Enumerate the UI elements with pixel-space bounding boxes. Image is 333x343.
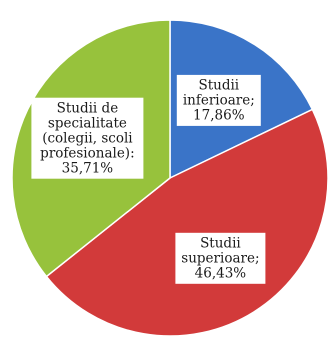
slice-label-line: 35,71% — [62, 160, 114, 176]
slice-label-line: Studii de — [57, 100, 119, 116]
slice-label-box — [176, 74, 261, 126]
slice-label-line: (colegii, scoli — [42, 130, 133, 146]
slice-label-line: inferioare; — [183, 93, 255, 109]
slice-label-line: 17,86% — [193, 108, 245, 124]
slice-label-line: profesionale): — [40, 145, 134, 161]
slice-label-box — [31, 97, 144, 179]
slice-label-line: Studii — [200, 236, 241, 252]
slice-label-line: superioare; — [181, 251, 259, 267]
pie-labels: Studiiinferioare;17,86%Studiisuperioare;… — [31, 74, 266, 284]
slice-label-line: Studii — [198, 78, 239, 94]
slice-label-line: 46,43% — [195, 266, 247, 282]
slice-label-line: specialitate — [48, 115, 127, 131]
slice-label-box — [175, 232, 266, 284]
